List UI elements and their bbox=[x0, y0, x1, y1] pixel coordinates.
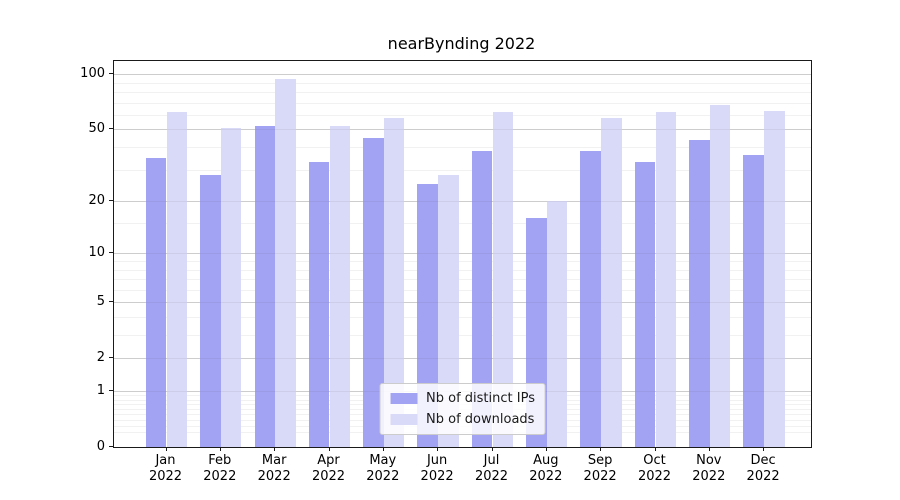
gridline-major bbox=[114, 129, 811, 131]
x-tick bbox=[165, 447, 167, 451]
bar-feb-downloads bbox=[220, 127, 242, 447]
bar-dec-downloads bbox=[764, 111, 785, 447]
gridline-overlay bbox=[114, 74, 811, 76]
bar-oct-distinct-ips bbox=[634, 162, 656, 447]
bar-aug-downloads bbox=[546, 201, 568, 447]
y-tick bbox=[109, 357, 113, 359]
bar-sep-distinct-ips bbox=[580, 151, 602, 447]
legend-label-distinct-ips: Nb of distinct IPs bbox=[426, 391, 535, 406]
x-tick bbox=[219, 447, 221, 451]
x-tick-label-aug: Aug 2022 bbox=[529, 453, 563, 485]
bar-apr-distinct-ips bbox=[308, 162, 330, 447]
legend-label-downloads: Nb of downloads bbox=[426, 412, 535, 427]
x-tick-label-nov: Nov 2022 bbox=[692, 453, 726, 485]
legend-swatch-downloads bbox=[390, 414, 418, 425]
y-tick-label: 0 bbox=[96, 439, 105, 454]
legend-entry-distinct-ips: Nb of distinct IPs bbox=[390, 391, 535, 406]
y-tick bbox=[109, 73, 113, 75]
gridline-minor bbox=[114, 102, 811, 104]
x-tick-label-jun: Jun 2022 bbox=[420, 453, 454, 485]
bar-sep-downloads bbox=[601, 117, 622, 447]
x-tick-label-oct: Oct 2022 bbox=[637, 453, 672, 485]
x-tick bbox=[382, 447, 384, 451]
gridline-minor bbox=[114, 115, 811, 116]
y-tick-label: 2 bbox=[96, 350, 105, 366]
bar-jan-distinct-ips bbox=[145, 157, 167, 447]
x-tick bbox=[600, 447, 602, 451]
y-tick bbox=[109, 128, 113, 130]
gridline-minor bbox=[114, 92, 811, 94]
x-tick bbox=[437, 447, 439, 451]
x-tick bbox=[654, 447, 656, 451]
bar-jan-downloads bbox=[166, 112, 188, 447]
legend-swatch-distinct-ips bbox=[390, 393, 418, 404]
bar-apr-downloads bbox=[329, 126, 351, 447]
y-tick-label: 1 bbox=[96, 383, 105, 398]
bar-nov-downloads bbox=[709, 105, 731, 447]
x-tick bbox=[708, 447, 710, 451]
x-tick-label-jul: Jul 2022 bbox=[474, 453, 509, 485]
bar-may-distinct-ips bbox=[363, 137, 384, 447]
x-tick-label-dec: Dec 2022 bbox=[746, 453, 780, 485]
x-tick bbox=[763, 447, 765, 451]
y-tick bbox=[109, 390, 113, 391]
y-tick bbox=[109, 446, 113, 447]
y-tick bbox=[109, 252, 113, 254]
bar-jul-downloads bbox=[492, 112, 514, 447]
gridline-major bbox=[114, 74, 811, 76]
x-tick-label-sep: Sep 2022 bbox=[583, 453, 617, 485]
gridline-minor bbox=[114, 82, 811, 84]
gridline-overlay bbox=[114, 129, 811, 131]
chart-title: nearBynding 2022 bbox=[387, 34, 536, 53]
x-tick-label-feb: Feb 2022 bbox=[203, 453, 237, 485]
x-tick bbox=[274, 447, 276, 451]
y-tick-label: 100 bbox=[80, 66, 105, 82]
y-tick bbox=[109, 301, 113, 303]
bar-nov-distinct-ips bbox=[689, 139, 710, 447]
x-tick bbox=[491, 447, 493, 451]
bar-mar-distinct-ips bbox=[254, 126, 276, 447]
bar-jun-downloads bbox=[438, 175, 459, 447]
y-tick bbox=[109, 200, 113, 202]
y-tick-label: 20 bbox=[88, 193, 105, 209]
bar-may-downloads bbox=[383, 117, 405, 447]
y-tick-label: 50 bbox=[88, 121, 105, 137]
x-tick bbox=[328, 447, 330, 451]
legend-entry-downloads: Nb of downloads bbox=[390, 412, 535, 427]
legend: Nb of distinct IPs Nb of downloads bbox=[379, 383, 546, 435]
plot-area: Nb of distinct IPs Nb of downloads bbox=[113, 60, 812, 448]
bar-mar-downloads bbox=[275, 79, 296, 447]
x-tick-label-apr: Apr 2022 bbox=[311, 453, 346, 485]
bar-dec-distinct-ips bbox=[743, 155, 765, 447]
y-tick-label: 5 bbox=[96, 294, 105, 310]
x-tick-label-jan: Jan 2022 bbox=[148, 453, 183, 485]
bar-jul-distinct-ips bbox=[471, 151, 493, 447]
bar-feb-distinct-ips bbox=[200, 175, 221, 447]
y-tick-label: 10 bbox=[88, 245, 105, 261]
x-tick bbox=[545, 447, 547, 451]
x-tick-label-may: May 2022 bbox=[366, 453, 400, 485]
bar-jun-distinct-ips bbox=[417, 183, 439, 447]
bar-oct-downloads bbox=[655, 112, 677, 447]
x-tick-label-mar: Mar 2022 bbox=[257, 453, 291, 485]
